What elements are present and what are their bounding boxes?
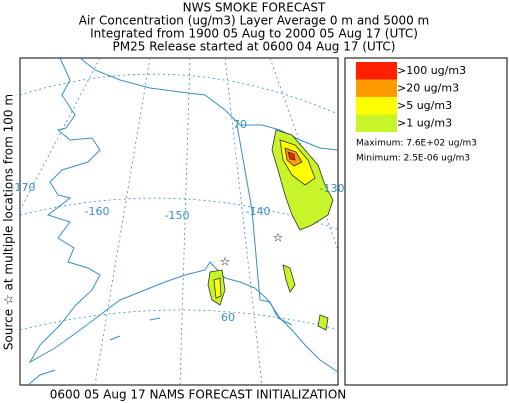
legend-swatch <box>356 97 397 115</box>
side-label: Source ☆ at multiple locations from 100 … <box>2 94 16 350</box>
legend-swatch <box>356 79 397 97</box>
coastline <box>27 58 338 385</box>
header-line: PM25 Release started at 0600 04 Aug 17 (… <box>113 40 396 54</box>
map-area: ☆ ☆ <box>20 58 338 385</box>
legend-label: >1 ug/m3 <box>397 117 452 130</box>
maximum: Maximum: 7.6E+02 ug/m3 <box>356 139 477 149</box>
graticule-label: -130 <box>320 182 345 195</box>
graticule-label: 70 <box>233 118 247 131</box>
graticule-label: -170 <box>11 181 36 194</box>
source-star: ☆ <box>273 231 284 245</box>
legend-label: >5 ug/m3 <box>397 99 452 112</box>
header-line: Air Concentration (ug/m3) Layer Average … <box>79 14 430 28</box>
smoke-plume <box>207 129 334 331</box>
legend-swatch <box>356 114 397 132</box>
graticule-label: -150 <box>165 209 190 222</box>
footer: 0600 05 Aug 17 NAMS FORECAST INITIALIZAT… <box>50 388 347 402</box>
header-line: Integrated from 1900 05 Aug to 2000 05 A… <box>90 27 418 41</box>
minimum: Minimum: 2.5E-06 ug/m3 <box>356 154 470 164</box>
title: NWS SMOKE FORECAST <box>183 1 326 15</box>
graticule-label: 60 <box>221 311 235 324</box>
legend-swatch <box>356 62 397 80</box>
legend-label: >100 ug/m3 <box>397 64 466 77</box>
graticule-label: -160 <box>85 205 110 218</box>
graticule-label: -140 <box>246 205 271 218</box>
legend-label: >20 ug/m3 <box>397 82 459 95</box>
source-star: ☆ <box>220 255 231 269</box>
